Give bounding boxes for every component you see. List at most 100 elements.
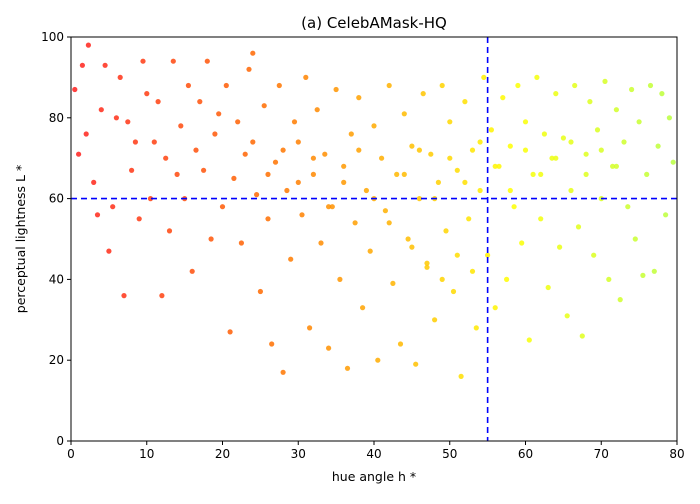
data-point [193, 147, 199, 153]
data-point [219, 204, 226, 210]
data-point [121, 293, 127, 299]
data-point [356, 95, 362, 101]
data-point [390, 280, 396, 286]
data-point [477, 187, 483, 194]
data-point [227, 329, 233, 335]
data-point [450, 288, 457, 295]
data-point [610, 163, 616, 169]
data-point [416, 196, 422, 202]
data-point [507, 187, 513, 194]
data-point [291, 119, 298, 125]
data-point [299, 212, 305, 218]
data-point [511, 204, 517, 210]
data-point [189, 268, 195, 274]
data-point [447, 119, 453, 125]
data-point [318, 240, 324, 246]
data-point [545, 284, 551, 291]
data-point [307, 325, 313, 331]
data-point [655, 143, 661, 149]
data-point [394, 171, 400, 177]
data-point [295, 139, 301, 145]
data-point [212, 131, 218, 137]
data-point [515, 82, 521, 89]
data-point [454, 167, 460, 173]
data-point [155, 99, 161, 105]
data-point [382, 208, 388, 214]
data-point [530, 171, 536, 177]
data-point [326, 345, 332, 351]
data-point [621, 139, 627, 145]
data-point [147, 196, 154, 202]
data-point [208, 236, 214, 242]
data-point [310, 155, 316, 161]
data-point [344, 365, 351, 371]
data-point [424, 260, 430, 266]
y-tick-label: 100 [41, 30, 64, 44]
data-point [163, 155, 169, 161]
data-point [602, 78, 608, 84]
data-point [76, 151, 82, 157]
data-point [549, 155, 555, 161]
data-point [132, 139, 138, 145]
data-point [329, 204, 335, 210]
data-point [594, 127, 601, 133]
data-point [617, 297, 623, 303]
data-point [629, 86, 635, 93]
data-point [560, 135, 567, 141]
data-point [473, 325, 479, 331]
data-point [288, 256, 294, 262]
data-point [386, 82, 392, 89]
data-point [94, 212, 101, 218]
data-point [170, 58, 176, 64]
data-point [151, 139, 157, 145]
data-point [469, 268, 476, 274]
data-point [272, 159, 279, 165]
data-point [322, 151, 328, 157]
data-point [458, 373, 464, 379]
data-point [242, 151, 248, 157]
data-point [91, 179, 97, 185]
data-point [625, 204, 631, 210]
data-point [238, 240, 244, 246]
data-point [250, 139, 256, 145]
data-point [526, 337, 532, 343]
data-point [110, 204, 116, 210]
data-point [85, 42, 91, 48]
data-point [409, 244, 415, 250]
data-point [303, 74, 309, 80]
data-point [613, 107, 620, 113]
data-point [485, 252, 491, 258]
x-tick-label: 60 [518, 447, 533, 461]
data-point [333, 86, 339, 93]
data-point [295, 179, 301, 185]
data-point [651, 268, 657, 274]
x-axis: 0 10 20 30 40 50 60 70 80 [67, 441, 685, 461]
data-point [466, 216, 472, 222]
data-point [246, 66, 252, 72]
data-point [254, 192, 260, 198]
data-point [416, 147, 422, 153]
data-point [538, 216, 544, 222]
data-point [216, 111, 222, 117]
data-point [454, 252, 460, 258]
data-point [572, 82, 578, 89]
data-point [636, 119, 642, 125]
data-point [534, 74, 540, 80]
data-point [640, 272, 646, 278]
data-point [280, 147, 286, 153]
data-point [477, 139, 483, 145]
data-point [447, 155, 453, 161]
data-point [341, 163, 347, 169]
data-point [492, 305, 498, 311]
data-point [269, 341, 275, 347]
data-point [663, 212, 669, 218]
data-point [352, 220, 358, 226]
data-point [314, 107, 320, 113]
data-point [583, 151, 589, 157]
data-point [265, 216, 271, 222]
data-point [647, 82, 654, 89]
data-point [462, 99, 468, 105]
data-point [613, 163, 620, 169]
data-point [348, 131, 354, 137]
